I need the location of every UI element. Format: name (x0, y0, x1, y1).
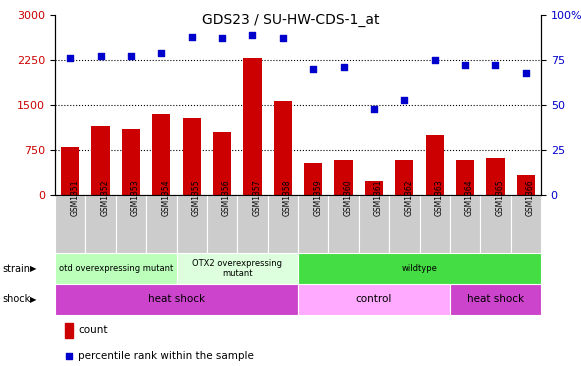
Bar (182, 118, 201, 195)
Bar (358, 195, 389, 253)
Bar (365, 181, 383, 195)
Text: GSM1366: GSM1366 (526, 180, 535, 216)
Text: strain: strain (3, 264, 31, 273)
Bar (274, 101, 292, 195)
Bar (177, 195, 207, 253)
Bar (61, 147, 79, 195)
Point (187, 34, 196, 40)
Point (430, 57, 439, 63)
Bar (55, 253, 177, 284)
Bar (450, 195, 480, 253)
Text: OTX2 overexpressing
mutant: OTX2 overexpressing mutant (192, 259, 282, 278)
Bar (64, 323, 73, 338)
Text: GSM1358: GSM1358 (283, 180, 292, 216)
Bar (328, 195, 358, 253)
Bar (511, 195, 541, 253)
Bar (419, 195, 450, 253)
Point (400, 97, 409, 102)
Text: GSM1363: GSM1363 (435, 180, 444, 216)
Point (126, 53, 135, 59)
Point (278, 36, 288, 41)
Text: GSM1360: GSM1360 (343, 180, 353, 216)
Text: ▶: ▶ (30, 264, 37, 273)
Bar (177, 253, 298, 284)
Bar (486, 158, 504, 195)
Bar (335, 160, 353, 195)
Bar (456, 160, 474, 195)
Text: GSM1351: GSM1351 (70, 180, 79, 216)
Bar (395, 160, 414, 195)
Text: heat shock: heat shock (148, 295, 205, 305)
Text: otd overexpressing mutant: otd overexpressing mutant (59, 264, 173, 273)
Bar (298, 195, 328, 253)
Text: GSM1357: GSM1357 (252, 180, 261, 216)
Bar (298, 253, 541, 284)
Text: GSM1359: GSM1359 (313, 180, 322, 216)
Bar (91, 126, 110, 195)
Bar (425, 135, 444, 195)
Point (96, 53, 105, 59)
Bar (298, 284, 450, 315)
Bar (55, 284, 298, 315)
Text: GSM1364: GSM1364 (465, 180, 474, 216)
Text: ▶: ▶ (30, 295, 37, 304)
Bar (268, 195, 298, 253)
Point (521, 70, 530, 75)
Point (217, 36, 227, 41)
Text: count: count (78, 325, 108, 335)
Point (157, 50, 166, 56)
Point (309, 66, 318, 72)
Bar (243, 58, 261, 195)
Bar (207, 195, 237, 253)
Text: heat shock: heat shock (467, 295, 524, 305)
Text: GSM1353: GSM1353 (131, 180, 140, 216)
Bar (152, 114, 170, 195)
Point (248, 32, 257, 38)
Bar (480, 195, 511, 253)
Text: wildtype: wildtype (401, 264, 437, 273)
Point (370, 106, 379, 112)
Point (66, 55, 75, 61)
Point (460, 63, 469, 68)
Bar (55, 195, 85, 253)
Text: GSM1361: GSM1361 (374, 180, 383, 216)
Bar (389, 195, 419, 253)
Bar (85, 195, 116, 253)
Bar (116, 195, 146, 253)
Text: GSM1354: GSM1354 (162, 180, 170, 216)
Text: shock: shock (3, 295, 31, 305)
Bar (304, 163, 322, 195)
Point (64, 353, 74, 359)
Bar (146, 195, 177, 253)
Text: GSM1365: GSM1365 (496, 180, 504, 216)
Bar (450, 284, 541, 315)
Bar (122, 129, 140, 195)
Text: control: control (356, 295, 392, 305)
Text: GSM1355: GSM1355 (192, 180, 200, 216)
Text: GDS23 / SU-HW-CDS-1_at: GDS23 / SU-HW-CDS-1_at (202, 13, 379, 27)
Point (339, 64, 348, 70)
Point (491, 63, 500, 68)
Text: percentile rank within the sample: percentile rank within the sample (78, 351, 254, 361)
Text: GSM1352: GSM1352 (101, 180, 110, 216)
Bar (213, 132, 231, 195)
Text: GSM1356: GSM1356 (222, 180, 231, 216)
Bar (237, 195, 268, 253)
Bar (517, 175, 535, 195)
Text: GSM1362: GSM1362 (404, 180, 413, 216)
